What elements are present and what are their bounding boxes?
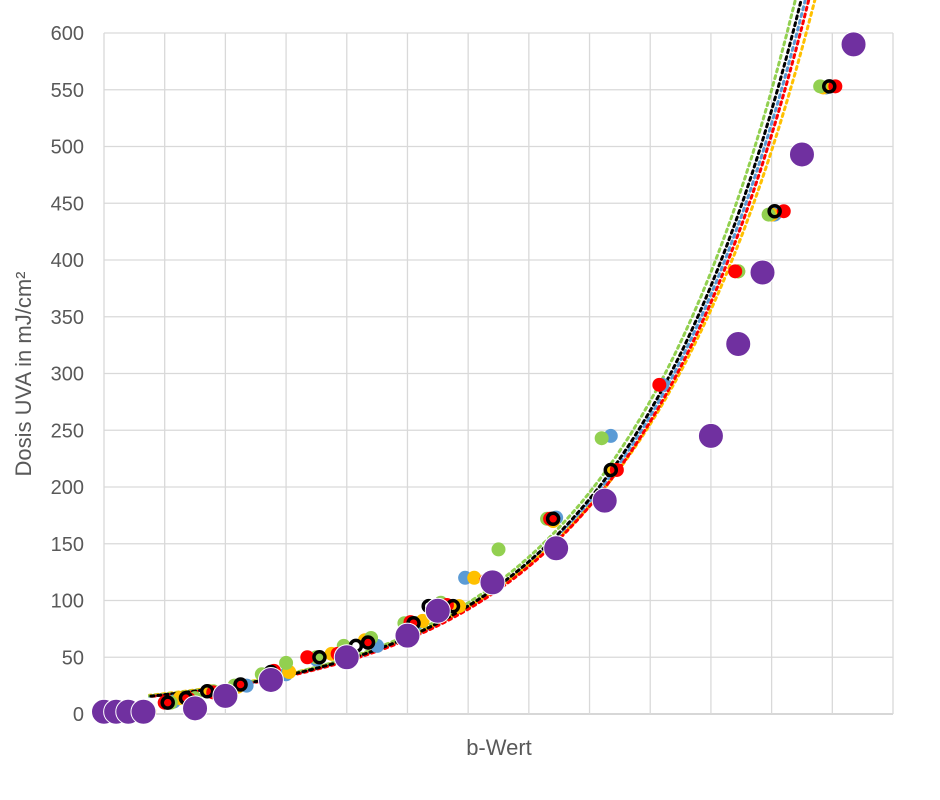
data-point <box>749 259 776 286</box>
data-point <box>157 695 172 710</box>
data-points <box>91 31 867 725</box>
data-point <box>467 570 482 585</box>
data-point <box>233 677 248 692</box>
data-point <box>182 695 209 722</box>
data-point <box>491 542 506 557</box>
y-tick-label: 0 <box>73 704 84 726</box>
y-tick-label: 150 <box>51 534 84 556</box>
data-point <box>300 650 315 665</box>
data-point <box>652 377 667 392</box>
data-point <box>767 203 782 219</box>
data-point <box>394 622 421 649</box>
data-point <box>545 511 561 527</box>
y-tick-label: 50 <box>62 647 84 669</box>
data-point <box>424 597 451 624</box>
data-point <box>725 330 752 357</box>
data-point <box>728 264 743 279</box>
y-tick-label: 250 <box>51 420 84 442</box>
data-point <box>479 569 506 596</box>
y-tick-label: 450 <box>51 193 84 215</box>
y-tick-label: 600 <box>51 23 84 45</box>
data-point <box>543 511 558 526</box>
y-tick-label: 100 <box>51 591 84 613</box>
x-axis-title: b-Wert <box>466 735 532 760</box>
data-point <box>333 644 360 671</box>
data-point <box>312 650 327 665</box>
data-point <box>594 431 609 446</box>
data-point <box>822 79 837 94</box>
data-point <box>697 422 724 449</box>
y-tick-label: 500 <box>51 137 84 159</box>
y-tick-label: 350 <box>51 307 84 329</box>
data-point <box>360 635 376 650</box>
data-point <box>543 535 570 562</box>
data-point <box>199 684 215 699</box>
data-point <box>788 141 815 168</box>
y-tick-label: 550 <box>51 80 84 102</box>
y-tick-label: 400 <box>51 250 84 272</box>
y-tick-label: 200 <box>51 477 84 499</box>
data-point <box>279 655 294 670</box>
data-point <box>212 682 239 709</box>
grid <box>103 32 894 715</box>
data-point <box>591 487 618 514</box>
data-point <box>840 31 867 58</box>
data-point <box>130 698 157 725</box>
data-point <box>160 695 175 710</box>
data-point <box>603 462 619 478</box>
data-point <box>257 666 284 693</box>
y-axis-ticks: 0 50 100 150 200 250 300 350 400 450 500 550 600 <box>51 23 84 726</box>
y-axis-title: Dosis UVA in mJ/cm² <box>11 272 36 477</box>
y-tick-label: 300 <box>51 364 84 386</box>
